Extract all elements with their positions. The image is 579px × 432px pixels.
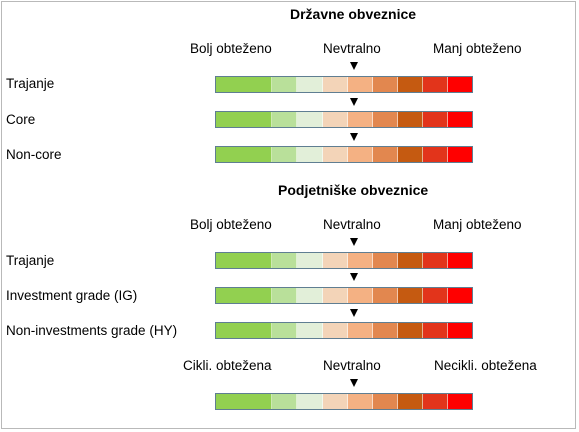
scale-segment — [447, 394, 472, 409]
section-title-government: Državne obveznice — [290, 6, 417, 22]
scale-segment — [216, 253, 273, 268]
position-marker — [350, 309, 358, 317]
rating-scale-bar — [215, 76, 473, 93]
scale-segment — [347, 112, 373, 127]
scale-segment — [397, 112, 423, 127]
scale-segment — [272, 323, 298, 338]
scale-segment — [447, 253, 472, 268]
scale-segment — [372, 288, 398, 303]
scale-segment — [272, 288, 298, 303]
scale-segment — [372, 323, 398, 338]
scale-segment — [347, 77, 373, 92]
scale-segment — [422, 77, 448, 92]
scale-segment — [372, 77, 398, 92]
scale-segment — [397, 77, 423, 92]
header-overweight: Bolj obteženo — [190, 41, 272, 56]
scale-segment — [372, 394, 398, 409]
scale-segment — [272, 112, 298, 127]
scale-segment — [322, 147, 348, 162]
rating-scale-bar — [215, 287, 473, 304]
header-underweight: Manj obteženo — [433, 217, 522, 232]
header-cyclical: Cikli. obtežena — [183, 358, 272, 373]
scale-segment — [422, 147, 448, 162]
scale-segment — [347, 323, 373, 338]
scale-segment — [322, 394, 348, 409]
position-marker — [350, 62, 358, 70]
scale-segment — [422, 288, 448, 303]
scale-segment — [422, 253, 448, 268]
scale-segment — [372, 147, 398, 162]
row-label-core: Core — [6, 112, 36, 127]
scale-segment — [272, 253, 298, 268]
scale-segment — [297, 323, 323, 338]
scale-segment — [297, 112, 323, 127]
position-marker — [350, 273, 358, 281]
scale-segment — [447, 147, 472, 162]
scale-segment — [422, 112, 448, 127]
scale-segment — [447, 323, 472, 338]
scale-segment — [216, 77, 273, 92]
scale-segment — [297, 77, 323, 92]
scale-segment — [322, 77, 348, 92]
scale-segment — [272, 77, 298, 92]
scale-segment — [447, 112, 472, 127]
scale-segment — [447, 77, 472, 92]
rating-scale-bar — [215, 252, 473, 269]
scale-segment — [347, 253, 373, 268]
scale-segment — [272, 394, 298, 409]
header-non-cyclical: Necikli. obtežena — [434, 358, 537, 373]
scale-segment — [397, 394, 423, 409]
header-overweight: Bolj obteženo — [190, 217, 272, 232]
row-label-noncore: Non-core — [6, 147, 62, 162]
scale-segment — [297, 288, 323, 303]
scale-segment — [372, 253, 398, 268]
scale-segment — [397, 288, 423, 303]
scale-segment — [322, 253, 348, 268]
rating-scale-bar — [215, 111, 473, 128]
scale-segment — [422, 323, 448, 338]
scale-segment — [322, 288, 348, 303]
header-underweight: Manj obteženo — [433, 41, 522, 56]
row-label-duration: Trajanje — [6, 76, 55, 91]
scale-segment — [297, 394, 323, 409]
scale-segment — [297, 253, 323, 268]
scale-segment — [297, 147, 323, 162]
scale-segment — [347, 288, 373, 303]
scale-segment — [447, 288, 472, 303]
rating-scale-bar — [215, 146, 473, 163]
scale-segment — [322, 323, 348, 338]
position-marker — [350, 238, 358, 246]
rating-scale-bar — [215, 393, 473, 410]
row-label-investment-grade: Investment grade (IG) — [6, 288, 138, 303]
position-marker — [350, 133, 358, 141]
scale-segment — [372, 112, 398, 127]
position-marker — [350, 98, 358, 106]
rating-scale-bar — [215, 322, 473, 339]
scale-segment — [347, 394, 373, 409]
scale-segment — [216, 288, 273, 303]
header-neutral: Nevtralno — [323, 358, 381, 373]
scale-segment — [397, 253, 423, 268]
scale-segment — [347, 147, 373, 162]
scale-segment — [216, 147, 273, 162]
row-label-duration: Trajanje — [6, 253, 55, 268]
scale-segment — [322, 112, 348, 127]
header-neutral: Nevtralno — [323, 217, 381, 232]
scale-segment — [422, 394, 448, 409]
scale-segment — [397, 147, 423, 162]
row-label-high-yield: Non-investments grade (HY) — [6, 323, 178, 338]
section-title-corporate: Podjetniške obveznice — [278, 182, 429, 198]
scale-segment — [397, 323, 423, 338]
scale-segment — [272, 147, 298, 162]
scale-segment — [216, 112, 273, 127]
header-neutral: Nevtralno — [323, 41, 381, 56]
scale-segment — [216, 323, 273, 338]
position-marker — [350, 379, 358, 387]
scale-segment — [216, 394, 273, 409]
